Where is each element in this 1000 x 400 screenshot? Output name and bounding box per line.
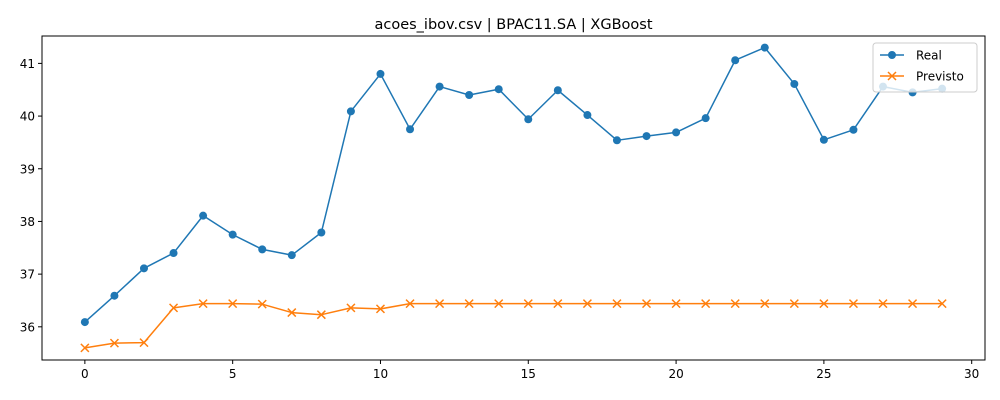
legend-marker-previsto (887, 71, 897, 81)
data-point-real (583, 111, 592, 120)
data-point-real (642, 132, 651, 141)
data-point-previsto (464, 299, 474, 309)
data-point-real (760, 43, 769, 52)
y-tick-label: 37 (20, 268, 35, 282)
data-point-previsto (937, 299, 947, 309)
data-point-previsto (375, 304, 386, 314)
x-tick-label: 15 (521, 367, 536, 381)
data-point-real (376, 69, 385, 78)
series-previsto (80, 299, 947, 353)
data-point-real (228, 230, 237, 239)
data-point-previsto (612, 299, 622, 309)
data-point-real (731, 56, 740, 65)
data-point-real (258, 245, 267, 254)
data-point-real (346, 107, 355, 116)
data-point-real (199, 211, 208, 220)
y-tick-label: 41 (20, 57, 35, 71)
data-point-previsto (671, 299, 681, 309)
data-point-previsto (582, 299, 592, 309)
data-point-previsto (848, 299, 858, 309)
data-point-previsto (139, 338, 149, 348)
series-line-previsto (84, 302, 943, 349)
legend-marker-real (888, 51, 896, 59)
y-tick-label: 36 (20, 320, 35, 334)
data-point-real (849, 125, 858, 134)
y-tick-label: 39 (20, 162, 35, 176)
legend-entry-previsto: Previsto (880, 70, 964, 84)
data-point-previsto (257, 299, 267, 309)
legend-label-real: Real (916, 49, 942, 63)
data-point-real (465, 91, 474, 100)
data-point-previsto (641, 299, 652, 309)
data-point-previsto (730, 299, 740, 309)
data-point-real (435, 82, 444, 91)
x-tick-label: 10 (373, 367, 388, 381)
data-point-previsto (819, 299, 829, 309)
data-point-previsto (405, 299, 415, 309)
data-point-real (287, 251, 296, 260)
data-point-previsto (523, 299, 533, 309)
data-point-real (110, 291, 119, 300)
data-point-previsto (760, 299, 770, 309)
data-point-previsto (494, 299, 504, 309)
axes-frame (41, 35, 986, 361)
data-point-previsto (80, 343, 90, 353)
data-point-real (139, 264, 148, 273)
x-tick-label: 0 (81, 367, 89, 381)
data-point-real (80, 318, 89, 327)
chart-title: acoes_ibov.csv | BPAC11.SA | XGBoost (374, 17, 652, 33)
legend-label-previsto: Previsto (916, 70, 964, 84)
y-axis: 36 37 38 39 40 41 (20, 57, 42, 334)
y-tick-label: 38 (20, 215, 35, 229)
data-point-previsto (908, 299, 918, 309)
data-point-real (406, 125, 415, 134)
data-point-real (819, 135, 828, 144)
data-point-real (672, 128, 681, 137)
data-point-real (612, 136, 621, 145)
data-point-real (790, 79, 799, 88)
data-point-previsto (435, 299, 445, 309)
series-real (80, 43, 947, 327)
legend: Real Previsto (872, 42, 978, 93)
data-point-previsto (553, 299, 563, 309)
data-point-previsto (789, 299, 799, 309)
data-point-previsto (169, 303, 179, 313)
data-point-real (317, 228, 326, 237)
data-point-real (524, 115, 533, 124)
x-axis: 0 5 10 15 20 25 30 (81, 360, 979, 381)
x-tick-label: 30 (964, 367, 979, 381)
x-tick-label: 25 (816, 367, 831, 381)
data-point-previsto (346, 303, 356, 313)
y-tick-label: 40 (20, 110, 35, 124)
plot-area (80, 43, 947, 353)
x-tick-label: 5 (229, 367, 237, 381)
x-tick-label: 20 (668, 367, 683, 381)
data-point-previsto (701, 299, 711, 309)
data-point-real (169, 249, 178, 258)
data-point-previsto (228, 299, 238, 309)
data-point-previsto (316, 310, 326, 320)
data-point-previsto (198, 299, 208, 309)
data-point-previsto (287, 308, 297, 318)
data-point-previsto (109, 338, 119, 348)
data-point-real (494, 85, 503, 94)
series-line-real (84, 46, 943, 323)
data-point-real (553, 86, 562, 95)
data-point-real (701, 114, 710, 123)
legend-entry-real: Real (880, 49, 942, 63)
data-point-previsto (878, 299, 888, 309)
